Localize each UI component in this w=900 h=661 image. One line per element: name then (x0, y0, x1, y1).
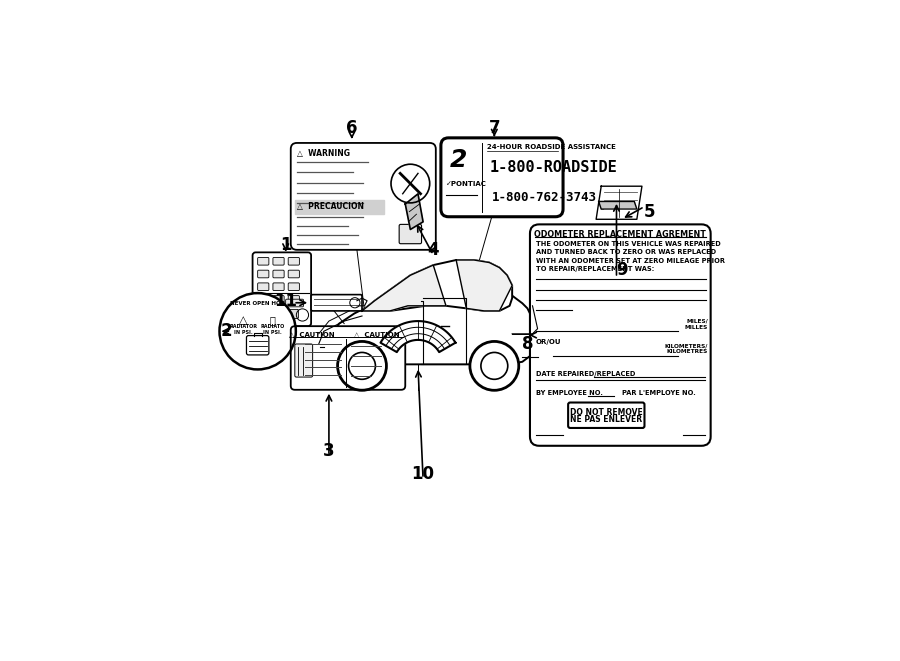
Text: 1-800-ROADSIDE: 1-800-ROADSIDE (490, 161, 617, 175)
FancyBboxPatch shape (291, 326, 405, 390)
Text: ✓PONTIAC: ✓PONTIAC (446, 180, 487, 186)
Text: NE PAS ENLEVER: NE PAS ENLEVER (571, 415, 643, 424)
Circle shape (338, 342, 386, 390)
Text: 1: 1 (280, 236, 292, 254)
FancyBboxPatch shape (257, 283, 269, 291)
Text: 4: 4 (428, 241, 439, 259)
Text: MILES/
MILLES: MILES/ MILLES (685, 319, 708, 330)
Text: RADIATO
IN PSI.: RADIATO IN PSI. (260, 324, 284, 334)
FancyBboxPatch shape (273, 258, 284, 265)
Polygon shape (596, 186, 642, 219)
Text: 9: 9 (616, 261, 627, 279)
Text: △: △ (238, 315, 248, 325)
Text: 8: 8 (522, 335, 533, 353)
FancyBboxPatch shape (530, 224, 711, 446)
Polygon shape (319, 291, 537, 364)
Text: △  CAUTION: △ CAUTION (289, 331, 334, 337)
Text: 7: 7 (489, 119, 500, 137)
Circle shape (220, 293, 296, 369)
Text: 6: 6 (346, 119, 357, 137)
Polygon shape (381, 321, 455, 352)
FancyBboxPatch shape (295, 344, 312, 377)
Text: NEVER OPEN HOT: NEVER OPEN HOT (230, 301, 284, 306)
FancyBboxPatch shape (285, 309, 299, 319)
Text: 3: 3 (323, 442, 335, 460)
Text: 10: 10 (411, 465, 435, 483)
FancyBboxPatch shape (291, 143, 436, 250)
Text: △  PRECAUCION: △ PRECAUCION (297, 202, 364, 212)
Text: △  CAUTION: △ CAUTION (354, 331, 400, 337)
Polygon shape (295, 200, 384, 214)
FancyBboxPatch shape (285, 299, 303, 307)
FancyBboxPatch shape (257, 258, 269, 265)
FancyBboxPatch shape (247, 336, 269, 355)
Text: DATE REPAIRED/REPLACED: DATE REPAIRED/REPLACED (536, 371, 635, 377)
Text: THE ODOMETER ON THIS VEHICLE WAS REPAIRED
AND TURNED BACK TO ZERO OR WAS REPLACE: THE ODOMETER ON THIS VEHICLE WAS REPAIRE… (536, 241, 725, 272)
Text: BY EMPLOYEE NO.: BY EMPLOYEE NO. (536, 391, 603, 397)
FancyBboxPatch shape (273, 270, 284, 278)
Polygon shape (362, 260, 512, 311)
FancyBboxPatch shape (568, 403, 644, 428)
FancyBboxPatch shape (257, 270, 269, 278)
Text: 2: 2 (220, 323, 232, 340)
Text: 📖: 📖 (269, 315, 275, 325)
FancyBboxPatch shape (288, 258, 300, 265)
Polygon shape (456, 260, 512, 311)
Text: KILOMETERS/
KILOMETRES: KILOMETERS/ KILOMETRES (665, 343, 708, 354)
FancyBboxPatch shape (253, 253, 311, 326)
Polygon shape (598, 202, 637, 209)
Polygon shape (405, 194, 423, 229)
Polygon shape (362, 265, 446, 311)
Text: 5: 5 (644, 203, 655, 221)
Text: 1-800-762-3743: 1-800-762-3743 (491, 190, 597, 204)
FancyBboxPatch shape (441, 138, 563, 217)
FancyBboxPatch shape (288, 295, 300, 303)
FancyBboxPatch shape (311, 295, 362, 311)
Text: △  WARNING: △ WARNING (297, 149, 350, 158)
Text: OR/OU: OR/OU (536, 339, 562, 345)
Text: PAR L'EMPLOYE NO.: PAR L'EMPLOYE NO. (622, 391, 696, 397)
FancyBboxPatch shape (257, 295, 269, 303)
Text: 24-HOUR ROADSIDE ASSISTANCE: 24-HOUR ROADSIDE ASSISTANCE (487, 144, 616, 150)
Text: DO NOT REMOVE: DO NOT REMOVE (570, 408, 643, 416)
Text: ODOMETER REPLACEMENT AGREMENT: ODOMETER REPLACEMENT AGREMENT (535, 231, 707, 239)
FancyBboxPatch shape (273, 295, 284, 303)
Text: 2: 2 (450, 148, 467, 172)
FancyBboxPatch shape (257, 306, 281, 319)
FancyBboxPatch shape (273, 283, 284, 291)
FancyBboxPatch shape (400, 224, 421, 244)
Text: RADIATOR
IN PSI.: RADIATOR IN PSI. (230, 324, 257, 334)
Circle shape (470, 342, 518, 390)
FancyBboxPatch shape (288, 283, 300, 291)
FancyBboxPatch shape (288, 270, 300, 278)
Text: 11: 11 (274, 292, 297, 310)
